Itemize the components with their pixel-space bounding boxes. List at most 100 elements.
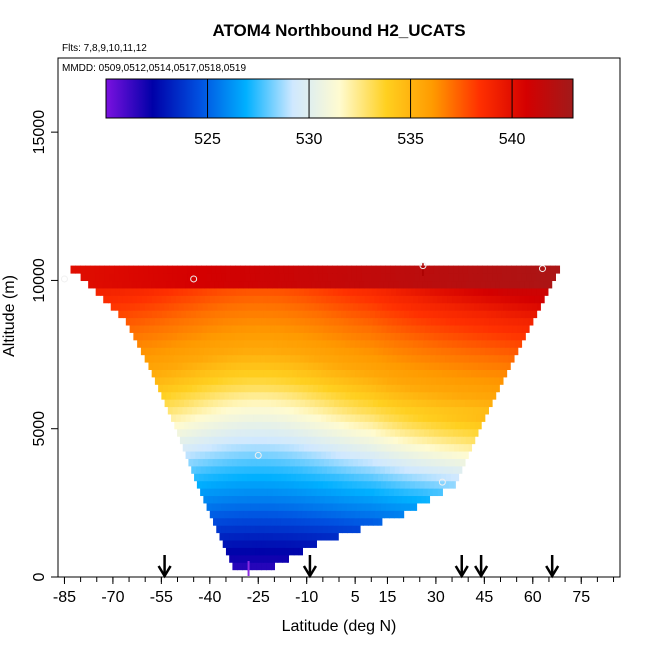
heatmap-cell bbox=[354, 280, 361, 289]
heatmap-cell bbox=[216, 502, 222, 511]
heatmap-cell bbox=[334, 347, 341, 356]
heatmap-cell bbox=[332, 406, 338, 415]
heatmap-cell bbox=[225, 428, 231, 437]
heatmap-cell bbox=[480, 347, 486, 356]
heatmap-cell bbox=[145, 317, 151, 326]
heatmap-cell bbox=[203, 473, 210, 482]
heatmap-cell bbox=[213, 436, 220, 445]
heatmap-cell bbox=[426, 495, 431, 504]
heatmap-cell bbox=[226, 324, 232, 333]
heatmap-cell bbox=[262, 436, 268, 445]
heatmap-cell bbox=[485, 369, 492, 378]
heatmap-cell bbox=[269, 547, 275, 556]
heatmap-cell bbox=[267, 391, 274, 400]
heatmap-cell bbox=[207, 354, 214, 363]
heatmap-cell bbox=[294, 287, 300, 296]
heatmap-cell bbox=[237, 347, 244, 356]
heatmap-cell bbox=[272, 532, 279, 541]
heatmap-cell bbox=[220, 310, 226, 319]
heatmap-cell bbox=[432, 280, 438, 289]
heatmap-cell bbox=[334, 376, 340, 385]
heatmap-cell bbox=[215, 428, 222, 437]
heatmap-cell bbox=[435, 376, 442, 385]
heatmap-cell bbox=[212, 354, 218, 363]
heatmap-cell bbox=[235, 406, 242, 415]
heatmap-cell bbox=[215, 332, 222, 341]
heatmap-cell bbox=[427, 391, 434, 400]
heatmap-cell bbox=[385, 384, 392, 393]
heatmap-cell bbox=[295, 495, 301, 504]
heatmap-cell bbox=[177, 265, 183, 274]
heatmap-cell bbox=[134, 302, 141, 311]
heatmap-cell bbox=[448, 273, 455, 282]
heatmap-cell bbox=[267, 295, 274, 304]
heatmap-cell bbox=[407, 347, 413, 356]
heatmap-cell bbox=[452, 339, 458, 348]
heatmap-cell bbox=[251, 317, 258, 326]
heatmap-cell bbox=[477, 361, 484, 370]
heatmap-cell bbox=[342, 287, 349, 296]
heatmap-cell bbox=[288, 502, 295, 511]
heatmap-cell bbox=[506, 265, 512, 274]
heatmap-cell bbox=[326, 339, 332, 348]
heatmap-cell bbox=[531, 273, 537, 282]
heatmap-cell bbox=[218, 280, 225, 289]
heatmap-cell bbox=[387, 495, 393, 504]
heatmap-cell bbox=[408, 413, 414, 422]
dates-subtitle: MMDD: 0509,0512,0514,0517,0518,0519 bbox=[62, 63, 246, 74]
heatmap-cell bbox=[274, 502, 280, 511]
heatmap-cell bbox=[328, 443, 334, 452]
heatmap-cell bbox=[294, 443, 300, 452]
heatmap-cell bbox=[156, 369, 162, 378]
heatmap-cell bbox=[183, 317, 190, 326]
heatmap-cell bbox=[211, 502, 217, 511]
heatmap-cell bbox=[435, 458, 441, 467]
heatmap-cell bbox=[316, 532, 322, 541]
heatmap-cell bbox=[495, 295, 502, 304]
colorbar-tick-label: 525 bbox=[194, 131, 221, 148]
heatmap-cell bbox=[447, 369, 453, 378]
heatmap-cell bbox=[345, 488, 351, 497]
heatmap-cell bbox=[468, 324, 475, 333]
heatmap-cell bbox=[448, 265, 454, 274]
heatmap-cell bbox=[242, 376, 248, 385]
heatmap-cell bbox=[404, 265, 411, 274]
heatmap-cell bbox=[432, 391, 439, 400]
heatmap-cell bbox=[389, 369, 395, 378]
heatmap-cell bbox=[423, 465, 430, 474]
heatmap-cell bbox=[190, 391, 196, 400]
heatmap-cell bbox=[534, 310, 538, 319]
heatmap-cell bbox=[288, 273, 295, 282]
heatmap-cell bbox=[204, 369, 211, 378]
heatmap-cell bbox=[220, 265, 227, 274]
heatmap-cell bbox=[292, 532, 298, 541]
heatmap-cell bbox=[276, 317, 282, 326]
x-tick-label: 75 bbox=[572, 589, 590, 606]
heatmap-cell bbox=[474, 317, 481, 326]
heatmap-cell bbox=[254, 265, 261, 274]
heatmap-cell bbox=[303, 406, 309, 415]
heatmap-cell bbox=[487, 406, 489, 415]
heatmap-cell bbox=[182, 443, 189, 452]
heatmap-cell bbox=[201, 273, 208, 282]
heatmap-cell bbox=[300, 399, 306, 408]
heatmap-cell bbox=[484, 376, 490, 385]
heatmap-cell bbox=[490, 295, 497, 304]
heatmap-cell bbox=[383, 280, 390, 289]
heatmap-cell bbox=[248, 554, 254, 563]
flights-subtitle: Flts: 7,8,9,10,11,12 bbox=[62, 43, 147, 54]
heatmap-cell bbox=[184, 347, 190, 356]
heatmap-cell bbox=[355, 465, 362, 474]
heatmap-cell bbox=[313, 287, 320, 296]
heatmap-cell bbox=[190, 413, 196, 422]
heatmap-cell bbox=[233, 280, 239, 289]
heatmap-cell bbox=[484, 317, 490, 326]
heatmap-cell bbox=[369, 510, 376, 519]
heatmap-cell bbox=[276, 473, 282, 482]
heatmap-cell bbox=[473, 287, 480, 296]
heatmap-cell bbox=[255, 287, 261, 296]
heatmap-cell bbox=[258, 295, 264, 304]
heatmap-cell bbox=[271, 539, 277, 548]
heatmap-cell bbox=[308, 273, 314, 282]
